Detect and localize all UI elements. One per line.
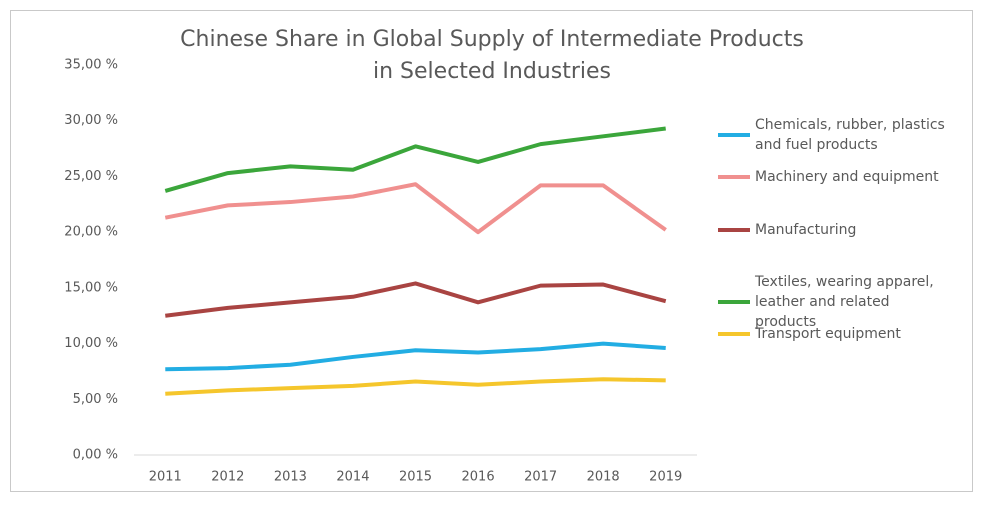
y-tick-label: 10,00 % [64,336,118,351]
x-tick-label: 2017 [524,470,557,485]
series-line [164,126,666,193]
legend-label: Machinery and equipment [755,169,939,185]
x-tick-label: 2018 [587,470,620,485]
x-tick-label: 2012 [211,470,244,485]
legend-label: Manufacturing [755,222,857,238]
x-tick-label: 2011 [149,470,182,485]
legend-item: Manufacturing [718,220,968,240]
legend-label: Textiles, wearing apparel, leather and r… [755,274,934,330]
y-tick-label: 0,00 % [73,448,118,463]
legend-item: Transport equipment [718,324,968,344]
legend-label: Chemicals, rubber, plastics and fuel pro… [755,117,945,153]
y-tick-label: 25,00 % [64,169,118,184]
legend-item: Chemicals, rubber, plastics and fuel pro… [718,115,968,155]
legend-swatch [718,133,750,137]
legend-swatch [718,300,750,304]
series-line [164,182,667,235]
legend-item: Machinery and equipment [718,167,968,187]
legend-swatch [718,332,750,336]
x-tick-label: 2015 [399,470,432,485]
x-tick-label: 2016 [462,470,495,485]
series-line [165,377,666,396]
chart-title: in Selected Industries [373,59,611,84]
chart-frame [10,10,973,492]
x-tick-label: 2019 [649,470,682,485]
series-line [165,341,666,372]
legend-item: Textiles, wearing apparel, leather and r… [718,272,968,332]
y-tick-label: 35,00 % [64,58,118,73]
chart-title: Chinese Share in Global Supply of Interm… [180,27,804,52]
y-tick-label: 30,00 % [64,113,118,128]
y-tick-label: 5,00 % [73,392,118,407]
y-tick-label: 15,00 % [64,280,118,295]
legend-swatch [718,175,750,179]
legend-swatch [718,228,750,232]
x-tick-label: 2014 [336,470,369,485]
series-line [165,281,667,318]
x-tick-label: 2013 [274,470,307,485]
y-tick-label: 20,00 % [64,225,118,240]
legend-label: Transport equipment [755,326,901,342]
